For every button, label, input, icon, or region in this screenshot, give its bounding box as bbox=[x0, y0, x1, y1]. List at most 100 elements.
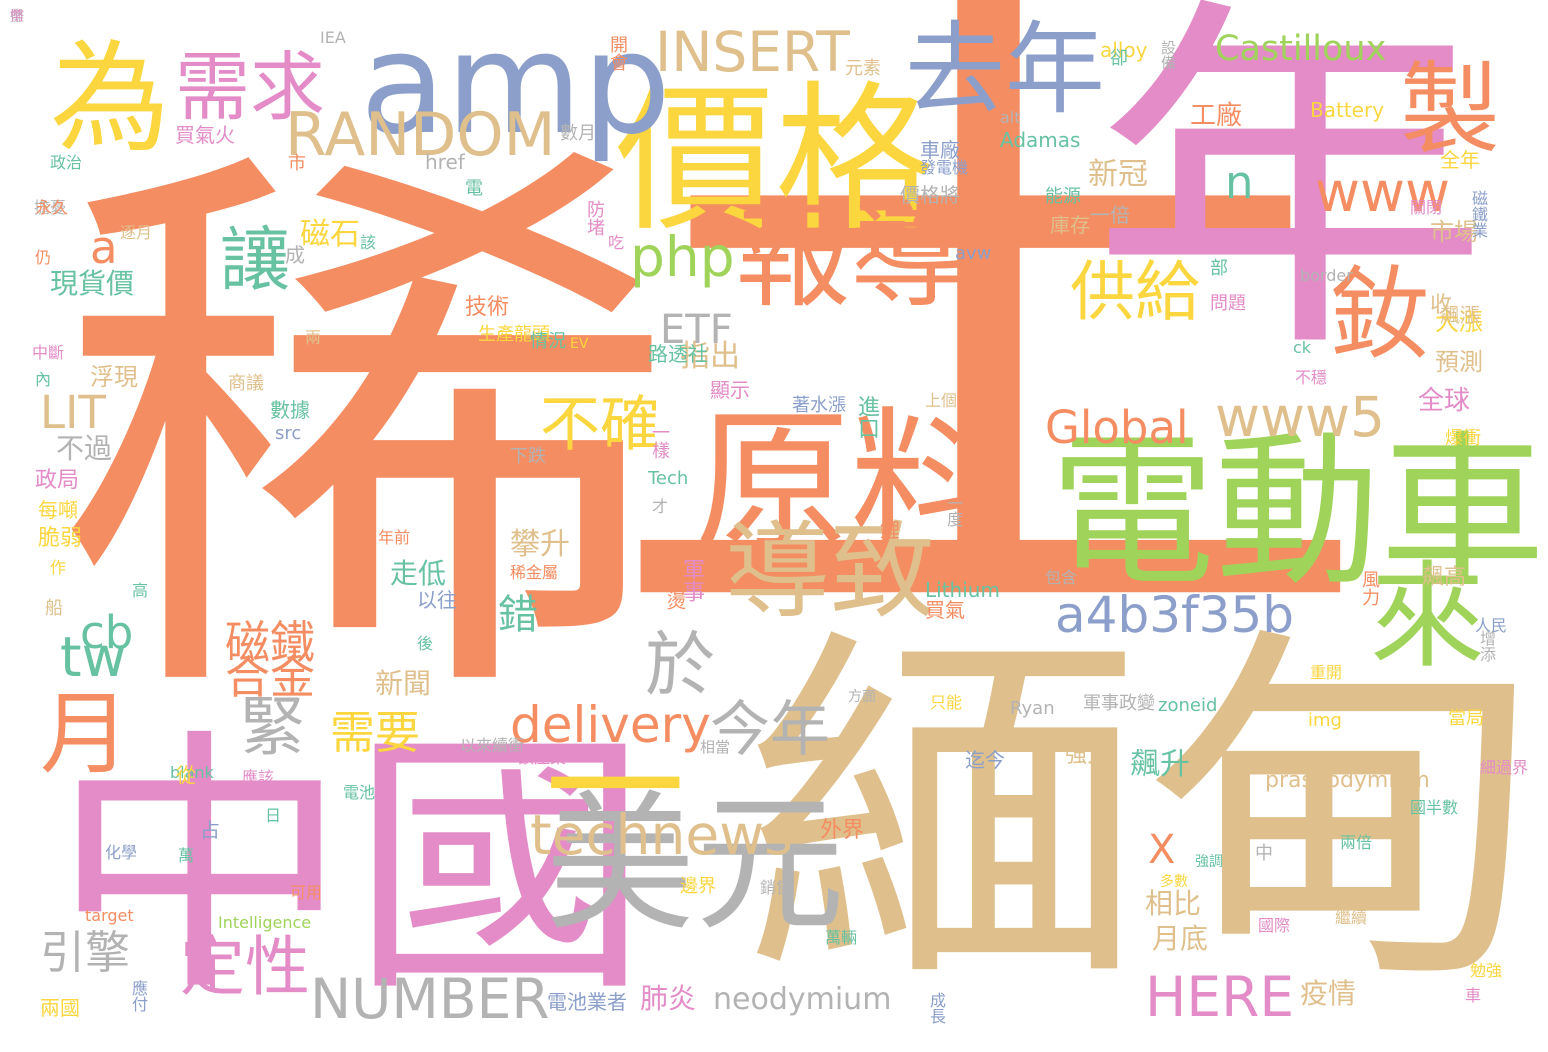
word-29: NUMBER bbox=[310, 967, 550, 1031]
word-106: 逐月 bbox=[120, 223, 153, 242]
word-15: 去年 bbox=[905, 11, 1105, 128]
word-160: zoneid bbox=[1158, 695, 1218, 716]
word-92: 買氣火 bbox=[175, 123, 235, 147]
word-76: 價格將 bbox=[900, 183, 960, 207]
word-26: 今年 bbox=[710, 695, 830, 765]
word-72: 市場 bbox=[1430, 218, 1478, 246]
word-182: 銷售 bbox=[760, 878, 793, 897]
word-47: n bbox=[1225, 156, 1254, 209]
word-55: 新冠 bbox=[1088, 157, 1148, 192]
word-34: 讓 bbox=[220, 219, 290, 301]
word-112: 部 bbox=[1210, 258, 1228, 279]
word-33: Global bbox=[1045, 401, 1189, 454]
word-77: 庫存 bbox=[1050, 213, 1090, 237]
word-73: 全年 bbox=[1440, 148, 1480, 172]
word-138: 才 bbox=[649, 498, 668, 514]
word-146: 高 bbox=[132, 581, 149, 600]
word-132: 爆衝 bbox=[1445, 428, 1481, 449]
word-101: 電 bbox=[465, 178, 483, 199]
word-183: target bbox=[85, 906, 134, 925]
word-114: 飆漲 bbox=[1440, 303, 1480, 327]
word-134: 一樣 bbox=[649, 423, 670, 459]
word-67: 現貨價 bbox=[50, 267, 135, 300]
word-126: 數據 bbox=[270, 398, 310, 422]
word-127: src bbox=[275, 423, 302, 444]
word-41: 磁鐵 bbox=[225, 616, 316, 669]
word-165: 該產業 bbox=[518, 748, 567, 767]
word-28: delivery bbox=[510, 696, 711, 754]
word-197: 幣 bbox=[10, 9, 24, 25]
word-131: 進口 bbox=[854, 395, 879, 439]
word-100: 發電機 bbox=[920, 158, 969, 177]
word-155: 重開 bbox=[1310, 663, 1343, 682]
word-63: 電池業者 bbox=[547, 990, 627, 1014]
word-20: technews bbox=[530, 803, 793, 867]
word-113: 問題 bbox=[1210, 293, 1246, 314]
word-85: 強力 bbox=[1065, 743, 1110, 768]
word-109: avw bbox=[955, 243, 992, 264]
word-99: 市 bbox=[288, 153, 306, 174]
word-191: 兩國 bbox=[40, 996, 80, 1020]
word-163: blank bbox=[170, 763, 214, 782]
word-3: 年 bbox=[1090, 0, 1490, 398]
word-69: 不過 bbox=[56, 432, 113, 465]
word-74: 工廠 bbox=[1190, 101, 1243, 131]
word-40: Castilloux bbox=[1215, 29, 1387, 69]
word-172: 日 bbox=[265, 806, 282, 825]
word-94: Battery bbox=[1310, 98, 1385, 122]
word-44: 引擎 bbox=[40, 926, 131, 979]
word-179: 中 bbox=[1255, 843, 1273, 864]
word-57: 指出 bbox=[680, 339, 740, 374]
word-61: 疫情 bbox=[1300, 977, 1357, 1010]
word-97: href bbox=[425, 150, 465, 174]
word-161: 當局 bbox=[1448, 708, 1484, 729]
word-116: 不穩 bbox=[1295, 368, 1328, 387]
word-96: alt bbox=[1000, 108, 1021, 127]
word-4: 緬甸 bbox=[744, 599, 1544, 1028]
word-164: 以來續衝 bbox=[460, 736, 525, 755]
word-32: 於 bbox=[645, 624, 715, 706]
word-45: cb bbox=[80, 606, 134, 659]
word-56: 攀升 bbox=[510, 527, 570, 562]
word-144: 軍事 bbox=[679, 558, 704, 602]
word-52: 飆升 bbox=[1130, 747, 1190, 782]
word-87: 開會 bbox=[607, 35, 628, 71]
word-64: 相比 bbox=[1145, 887, 1202, 920]
word-93: 數月 bbox=[560, 123, 596, 144]
word-75: 車廠 bbox=[920, 138, 960, 162]
word-152: 後 bbox=[414, 635, 433, 651]
word-180: 兩倍 bbox=[1340, 833, 1373, 852]
word-2: 土 bbox=[600, 0, 1380, 737]
word-133: 下跌 bbox=[510, 446, 546, 467]
word-169: 電池 bbox=[343, 783, 376, 802]
word-19: 需求 bbox=[175, 43, 326, 131]
word-86: IEA bbox=[320, 28, 346, 47]
word-36: tw bbox=[60, 625, 127, 689]
word-123: 中斷 bbox=[32, 343, 65, 362]
word-124: 內 bbox=[35, 370, 52, 389]
word-17: 導致 bbox=[725, 511, 936, 633]
word-137: 每噸 bbox=[38, 498, 78, 522]
word-22: www5 bbox=[1215, 385, 1385, 449]
word-37: php bbox=[630, 225, 735, 289]
word-153: 人民 bbox=[1475, 616, 1508, 635]
word-102: 擔憂 bbox=[34, 198, 67, 217]
word-128: 上個 bbox=[925, 391, 958, 410]
word-125: 商議 bbox=[228, 373, 264, 394]
word-1: 稀 bbox=[55, 103, 675, 767]
word-139: 脆弱 bbox=[38, 526, 83, 551]
word-83: 飆高 bbox=[1422, 565, 1467, 590]
word-171: 國半數 bbox=[1410, 798, 1459, 817]
word-39: HERE bbox=[1145, 965, 1295, 1029]
word-24: RANDOM bbox=[285, 100, 556, 170]
word-59: praseodymium bbox=[1265, 768, 1430, 793]
word-58: 全球 bbox=[1418, 386, 1471, 416]
word-81: 技術 bbox=[465, 295, 510, 320]
word-89: alloy bbox=[1100, 38, 1148, 62]
word-49: LIT bbox=[40, 386, 106, 439]
word-147: 風力 bbox=[1359, 570, 1380, 606]
word-140: 鋰 bbox=[880, 518, 900, 542]
word-151: 買氣 bbox=[925, 598, 965, 622]
word-9: 美元 bbox=[545, 778, 846, 952]
word-23: a4b3f35b bbox=[1055, 586, 1294, 644]
